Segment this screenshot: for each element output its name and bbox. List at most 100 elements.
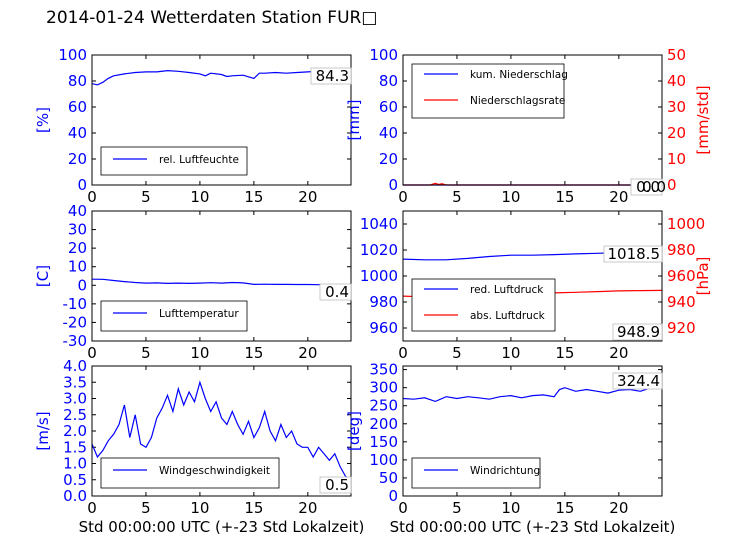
series-line-0 [91, 380, 352, 481]
y2-tick-label: 920 [667, 319, 696, 337]
x-axis-label: Std 00:00:00 UTC (+-23 Std Lokalzeit) [390, 518, 676, 536]
y2-tick-label: 0 [667, 176, 677, 194]
x-tick-label: 0 [87, 499, 97, 517]
y-tick-label: 30 [68, 221, 87, 239]
y-tick-label: 100 [58, 46, 87, 64]
value-box [310, 67, 352, 85]
x-tick-label: 10 [190, 499, 209, 517]
legend-label: Windrichtung [470, 465, 540, 477]
last-value-label: 84.3 [316, 67, 349, 85]
y-tick-label: 1020 [360, 241, 398, 259]
y-tick-label: 2.5 [63, 406, 87, 424]
last-value-label-2: 948.9 [617, 323, 660, 341]
y2-tick-label: 20 [667, 124, 686, 142]
y-tick-label: 20 [68, 150, 87, 168]
x-tick-label: 0 [87, 188, 97, 206]
y2-tick-label: 1000 [667, 215, 705, 233]
y-axis-label: [C] [34, 265, 52, 287]
value-box [612, 323, 663, 341]
x-tick-label: 20 [609, 344, 628, 362]
plot-area-frame [91, 365, 352, 497]
y2-tick-label: 40 [667, 72, 686, 90]
x-tick-label: 10 [190, 188, 209, 206]
y-tick-label: 3.5 [63, 373, 87, 391]
last-value-label: 1018.5 [608, 245, 661, 263]
x-tick-label: 20 [298, 499, 317, 517]
value-box [630, 178, 663, 196]
y-tick-label: 100 [369, 451, 398, 469]
plot-area-frame [91, 54, 352, 186]
y-tick-label: 1.5 [63, 438, 87, 456]
x-tick-label: 15 [244, 499, 263, 517]
panel-precipitation [402, 54, 663, 196]
x-tick-label: 15 [244, 188, 263, 206]
y-tick-label: -30 [63, 332, 88, 350]
legend-box [411, 278, 556, 332]
legend-label: rel. Luftfeuchte [159, 154, 239, 166]
x-tick-label: 20 [609, 499, 628, 517]
last-value-label: 324.4 [617, 372, 660, 390]
y-tick-label: -20 [63, 313, 88, 331]
legend-box [100, 457, 280, 489]
x-axis-label: Std 00:00:00 UTC (+-23 Std Lokalzeit) [79, 518, 365, 536]
y-tick-label: 1000 [360, 267, 398, 285]
x-tick-label: 10 [501, 499, 520, 517]
series-line-0 [91, 69, 352, 86]
last-value-label: 0.4 [325, 283, 349, 301]
y-tick-label: 350 [369, 361, 398, 379]
x-tick-label: 5 [452, 188, 462, 206]
value-box [319, 476, 352, 494]
x-tick-label: 15 [555, 188, 574, 206]
y-tick-label: 0 [388, 176, 398, 194]
x-tick-label: 0 [398, 499, 408, 517]
x-tick-label: 10 [190, 344, 209, 362]
y-tick-label: 300 [369, 379, 398, 397]
x-tick-label: 10 [501, 344, 520, 362]
y2-axis-label: [mm/std] [694, 85, 712, 154]
y-tick-label: 150 [369, 433, 398, 451]
panel-pressure [402, 210, 663, 342]
legend-box [100, 300, 248, 332]
panel-temperature [91, 210, 352, 342]
y-tick-label: 80 [379, 72, 398, 90]
x-tick-label: 5 [141, 499, 151, 517]
y-axis-label: [m/s] [34, 411, 52, 450]
y-tick-label: 0.0 [63, 487, 87, 505]
last-value-label: 0.0 [636, 178, 660, 196]
x-tick-label: 15 [244, 344, 263, 362]
panel-humidity [91, 54, 352, 186]
y-tick-label: 980 [369, 293, 398, 311]
legend-label: kum. Niederschlag [470, 69, 568, 81]
x-tick-label: 15 [555, 344, 574, 362]
y-tick-label: 0 [77, 276, 87, 294]
y-axis-label: [deg] [345, 411, 363, 451]
y-tick-label: 50 [379, 469, 398, 487]
y-tick-label: -10 [63, 295, 88, 313]
legend-box [411, 63, 565, 119]
y-tick-label: 4.0 [63, 357, 87, 375]
legend-box [100, 146, 248, 176]
y-tick-label: 1040 [360, 215, 398, 233]
y-tick-label: 960 [369, 319, 398, 337]
y2-tick-label: 10 [667, 150, 686, 168]
legend-label: Niederschlagsrate [470, 95, 565, 107]
y2-tick-label: 980 [667, 241, 696, 259]
x-tick-label: 15 [555, 499, 574, 517]
y-tick-label: 60 [68, 98, 87, 116]
y-tick-label: 0 [77, 176, 87, 194]
x-tick-label: 0 [398, 188, 408, 206]
legend-box [411, 457, 541, 489]
y2-axis-label: [hPa] [694, 257, 712, 296]
plot-area-frame [402, 210, 663, 342]
y-tick-label: 40 [68, 202, 87, 220]
x-tick-label: 20 [609, 188, 628, 206]
legend-label: Lufttemperatur [159, 308, 239, 320]
y-tick-label: 80 [68, 72, 87, 90]
x-tick-label: 5 [452, 499, 462, 517]
y2-tick-label: 940 [667, 293, 696, 311]
y2-tick-label: 50 [667, 46, 686, 64]
x-tick-label: 0 [398, 344, 408, 362]
last-value-label: 0.5 [325, 476, 349, 494]
y-tick-label: 0.5 [63, 471, 87, 489]
